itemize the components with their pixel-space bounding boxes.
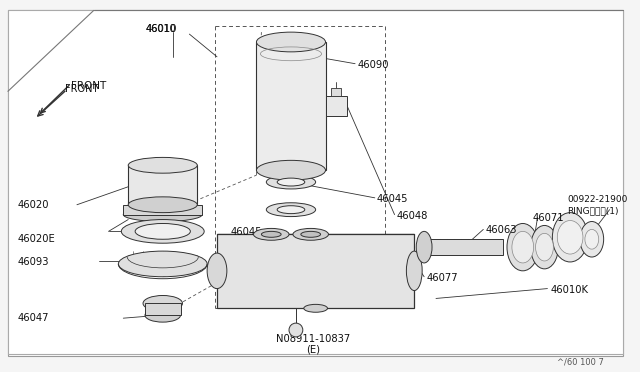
Ellipse shape <box>128 197 197 213</box>
Text: 46045: 46045 <box>231 227 262 237</box>
Ellipse shape <box>266 203 316 217</box>
Text: 00922-21900: 00922-21900 <box>567 195 628 204</box>
Ellipse shape <box>512 231 534 263</box>
Ellipse shape <box>266 175 316 189</box>
Text: 46020E: 46020E <box>18 234 56 244</box>
Ellipse shape <box>580 221 604 257</box>
Text: (E): (E) <box>306 345 320 355</box>
Ellipse shape <box>145 308 180 322</box>
Ellipse shape <box>293 228 328 240</box>
Bar <box>424 239 503 255</box>
Bar <box>332 88 341 96</box>
Text: N: N <box>292 326 297 332</box>
Ellipse shape <box>277 206 305 214</box>
Ellipse shape <box>207 253 227 289</box>
Text: 46090: 46090 <box>357 60 388 70</box>
Text: 46093: 46093 <box>18 257 49 267</box>
Ellipse shape <box>118 251 207 277</box>
Text: 46063: 46063 <box>485 225 516 235</box>
Ellipse shape <box>557 221 583 254</box>
Ellipse shape <box>416 231 432 263</box>
Text: 46020: 46020 <box>18 200 49 210</box>
Bar <box>124 205 202 215</box>
Text: ^/60 100 7: ^/60 100 7 <box>557 357 604 367</box>
Ellipse shape <box>406 251 422 291</box>
Text: 46045: 46045 <box>377 194 408 204</box>
Ellipse shape <box>531 225 558 269</box>
Ellipse shape <box>277 178 305 186</box>
Text: N08911-10837: N08911-10837 <box>276 334 351 344</box>
Ellipse shape <box>122 219 204 243</box>
Ellipse shape <box>301 231 321 237</box>
Ellipse shape <box>124 208 202 221</box>
Ellipse shape <box>135 224 190 239</box>
Bar <box>257 42 326 170</box>
Ellipse shape <box>261 231 281 237</box>
Ellipse shape <box>536 233 554 261</box>
Text: RINGリング(1): RINGリング(1) <box>567 207 619 216</box>
Ellipse shape <box>257 32 326 52</box>
Ellipse shape <box>585 230 599 249</box>
Bar <box>145 304 180 315</box>
Bar <box>217 234 414 308</box>
Ellipse shape <box>253 228 289 240</box>
Text: 46010K: 46010K <box>550 285 588 295</box>
Text: 46077: 46077 <box>426 273 458 283</box>
Text: 46048: 46048 <box>397 211 428 221</box>
Text: 46010: 46010 <box>146 24 177 34</box>
Ellipse shape <box>304 304 328 312</box>
Bar <box>326 96 348 116</box>
Text: FRONT: FRONT <box>71 81 106 92</box>
Ellipse shape <box>552 213 588 262</box>
Bar <box>128 165 197 205</box>
Circle shape <box>289 323 303 337</box>
Text: 46010: 46010 <box>146 24 177 34</box>
Text: FRONT: FRONT <box>65 84 99 94</box>
Ellipse shape <box>507 224 538 271</box>
Ellipse shape <box>143 295 182 311</box>
Ellipse shape <box>128 157 197 173</box>
Text: 46047: 46047 <box>18 313 49 323</box>
Text: 46071: 46071 <box>532 213 564 222</box>
Ellipse shape <box>257 160 326 180</box>
